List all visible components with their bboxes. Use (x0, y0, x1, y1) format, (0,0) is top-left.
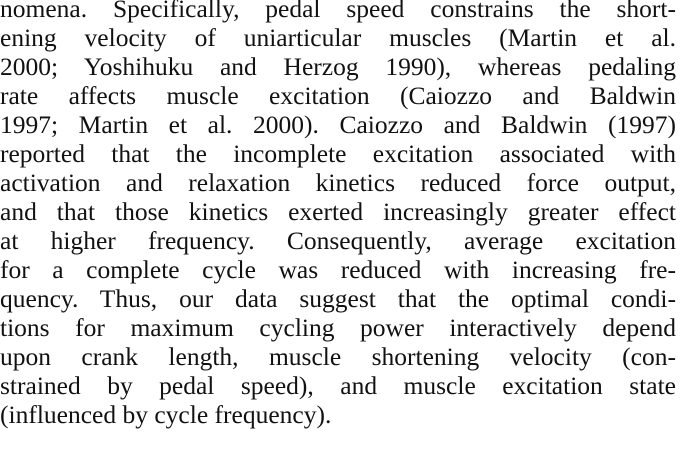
text-line: quency. Thus, our data suggest that the … (0, 284, 676, 313)
text-line: ening velocity of uniarticular muscles (… (0, 23, 676, 52)
text-line: strained by pedal speed), and muscle exc… (0, 371, 676, 400)
text-line: activation and relaxation kinetics reduc… (0, 168, 676, 197)
text-line: 2000; Yoshihuku and Herzog 1990), wherea… (0, 52, 676, 81)
text-line: upon crank length, muscle shortening vel… (0, 342, 676, 371)
text-line: rate affects muscle excitation (Caiozzo … (0, 81, 676, 110)
text-line: tions for maximum cycling power interact… (0, 313, 676, 342)
text-line: for a complete cycle was reduced with in… (0, 255, 676, 284)
text-line: reported that the incomplete excitation … (0, 139, 676, 168)
text-line: 1997; Martin et al. 2000). Caiozzo and B… (0, 110, 676, 139)
text-line: at higher frequency. Consequently, avera… (0, 226, 676, 255)
text-line: nomena. Specifically, pedal speed constr… (0, 0, 676, 23)
text-line: (influenced by cycle frequency). (0, 400, 332, 429)
text-line: and that those kinetics exerted increasi… (0, 197, 676, 226)
